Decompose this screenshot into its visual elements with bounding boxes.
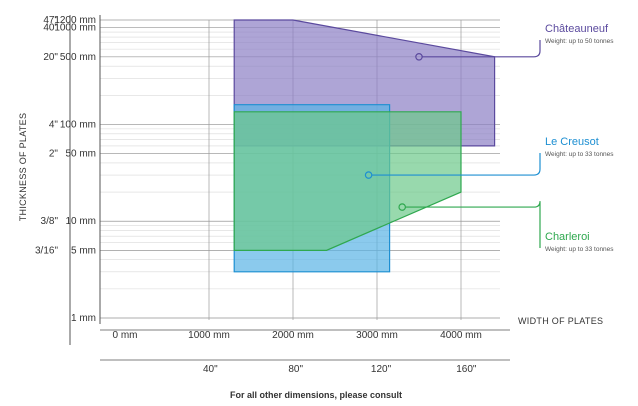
x-tick-label: 0 mm: [113, 330, 138, 341]
x-inch-label: 160": [456, 364, 477, 375]
callout-line: [371, 153, 541, 176]
callout-line: [405, 201, 541, 248]
x-inch-label: 120": [371, 364, 392, 375]
axis-layer: [69, 15, 510, 361]
y-tick-label: 100 mm: [60, 119, 96, 130]
series-layer: [233, 19, 496, 273]
x-inch-label: 40": [203, 364, 218, 375]
series-area-2: [233, 111, 462, 251]
y-tick-label: 5 mm: [71, 245, 96, 256]
callout-line: [422, 40, 541, 58]
y-axis-title: THICKNESS OF PLATES: [18, 113, 28, 222]
x-tick-label: 3000 mm: [356, 330, 398, 341]
y-inch-label: 4": [49, 119, 59, 130]
y-tick-label: 10 mm: [65, 216, 96, 227]
x-tick-label: 4000 mm: [440, 330, 482, 341]
y-inch-label: 3/8": [41, 216, 59, 227]
y-tick-label: 1000 mm: [54, 23, 96, 34]
plant-name-label: Charleroi: [545, 231, 590, 243]
x-inch-label: 80": [288, 364, 303, 375]
x-axis-title: WIDTH OF PLATES: [518, 316, 603, 326]
y-inch-label: 2": [49, 149, 59, 160]
x-tick-label: 2000 mm: [272, 330, 314, 341]
y-tick-label: 1 mm: [71, 313, 96, 324]
y-inch-label: 40": [43, 23, 58, 34]
y-tick-label: 50 mm: [65, 149, 96, 160]
footer-note: For all other dimensions, please consult: [230, 390, 402, 400]
plant-weight-note: Weight: up to 33 tonnes: [545, 246, 614, 253]
y-inch-label: 20": [43, 52, 58, 63]
plant-weight-note: Weight: up to 33 tonnes: [545, 151, 614, 158]
plant-name-label: Châteauneuf: [545, 23, 609, 35]
plant-name-label: Le Creusot: [545, 136, 599, 148]
plant-weight-note: Weight: up to 50 tonnes: [545, 38, 614, 45]
y-inch-label: 3/16": [35, 245, 58, 256]
y-tick-label: 500 mm: [60, 52, 96, 63]
y-inch-label: 47": [43, 15, 58, 26]
y-tick-label: 1200 mm: [54, 15, 96, 26]
x-tick-label: 1000 mm: [188, 330, 230, 341]
